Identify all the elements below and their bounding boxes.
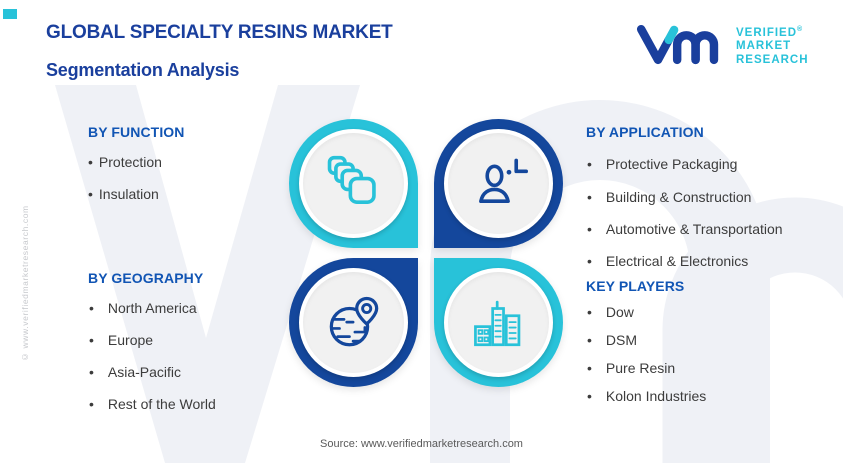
item-label: North America — [107, 300, 197, 316]
vmr-logo: VERIFIED® MARKET RESEARCH — [634, 20, 809, 67]
list-item-function: Insulation — [88, 186, 159, 202]
person-plus-icon — [478, 158, 528, 203]
item-label: DSM — [605, 332, 638, 348]
quadrant-disc — [448, 133, 549, 234]
corner-accent-square — [3, 9, 17, 19]
logo-word-research: RESEARCH — [736, 53, 809, 66]
item-label: Asia-Pacific — [107, 364, 182, 380]
list-item-application: Electrical & Electronics — [587, 253, 748, 269]
section-header-by-application: BY APPLICATION — [586, 124, 704, 140]
item-label: Insulation — [98, 186, 159, 202]
logo-word-verified: VERIFIED — [736, 26, 798, 39]
item-label: Automotive & Transportation — [605, 221, 783, 237]
list-item-key-player: Dow — [587, 304, 634, 320]
list-item-key-player: DSM — [587, 332, 637, 348]
source-attribution: Source: www.verifiedmarketresearch.com — [320, 438, 523, 450]
list-item-application: Building & Construction — [587, 189, 752, 205]
section-header-by-function: BY FUNCTION — [88, 124, 185, 140]
city-buildings-icon — [473, 300, 520, 346]
item-label: Electrical & Electronics — [605, 253, 749, 269]
item-label: Dow — [605, 304, 634, 320]
quadrant-disc — [303, 133, 404, 234]
page-title: GLOBAL SPECIALTY RESINS MARKET — [46, 22, 393, 43]
list-item-geography: Europe — [89, 332, 153, 348]
item-label: Building & Construction — [605, 189, 752, 205]
vmr-logo-mark-icon — [636, 24, 719, 65]
stacked-squares-icon — [327, 155, 376, 204]
quadrant-key-players — [434, 258, 563, 387]
list-item-geography: Asia-Pacific — [89, 364, 181, 380]
list-item-function: Protection — [88, 154, 162, 170]
globe-pin-icon — [329, 296, 378, 346]
list-item-geography: Rest of the World — [89, 396, 216, 412]
item-label: Pure Resin — [605, 360, 676, 376]
item-label: Kolon Industries — [605, 388, 707, 404]
vmr-logo-wordmark: VERIFIED® MARKET RESEARCH — [736, 23, 809, 67]
list-item-key-player: Pure Resin — [587, 360, 675, 376]
section-header-by-geography: BY GEOGRAPHY — [88, 270, 204, 286]
quadrant-by-geography — [289, 258, 418, 387]
list-item-geography: North America — [89, 300, 197, 316]
item-label: Europe — [107, 332, 154, 348]
page-subtitle: Segmentation Analysis — [46, 60, 240, 80]
quadrant-disc — [448, 272, 549, 373]
item-label: Protective Packaging — [605, 156, 738, 172]
quadrant-disc — [303, 272, 404, 373]
item-label: Protection — [98, 154, 162, 170]
vertical-copyright-watermark: © www.verifiedmarketresearch.com — [20, 205, 30, 362]
item-label: Rest of the World — [107, 396, 216, 412]
quadrant-by-application — [434, 119, 563, 248]
list-item-application: Protective Packaging — [587, 156, 738, 172]
section-header-key-players: KEY PLAYERS — [586, 278, 685, 294]
quadrant-by-function — [289, 119, 418, 248]
list-item-key-player: Kolon Industries — [587, 388, 706, 404]
registered-trademark-symbol: ® — [797, 26, 803, 33]
logo-word-market: MARKET — [736, 40, 792, 53]
list-item-application: Automotive & Transportation — [587, 221, 783, 237]
